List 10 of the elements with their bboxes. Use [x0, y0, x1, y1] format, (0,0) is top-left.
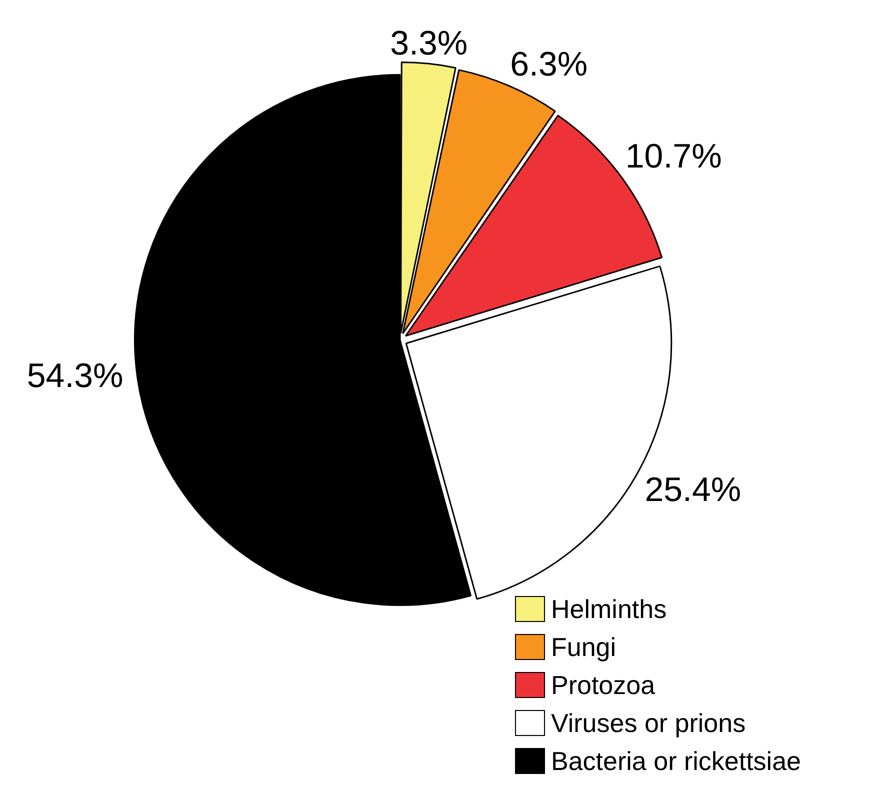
legend-label: Helminths: [551, 593, 667, 626]
legend-label: Bacteria or rickettsiae: [551, 745, 801, 778]
data-label: 25.4%: [644, 470, 742, 509]
data-label: 10.7%: [625, 138, 722, 176]
data-label: 54.3%: [26, 356, 124, 395]
legend-label: Viruses or prions: [551, 707, 746, 740]
legend-label: Fungi: [551, 631, 616, 664]
data-label: 3.3%: [390, 24, 468, 63]
data-label: 6.3%: [510, 46, 588, 84]
legend-label: Protozoa: [551, 669, 656, 702]
